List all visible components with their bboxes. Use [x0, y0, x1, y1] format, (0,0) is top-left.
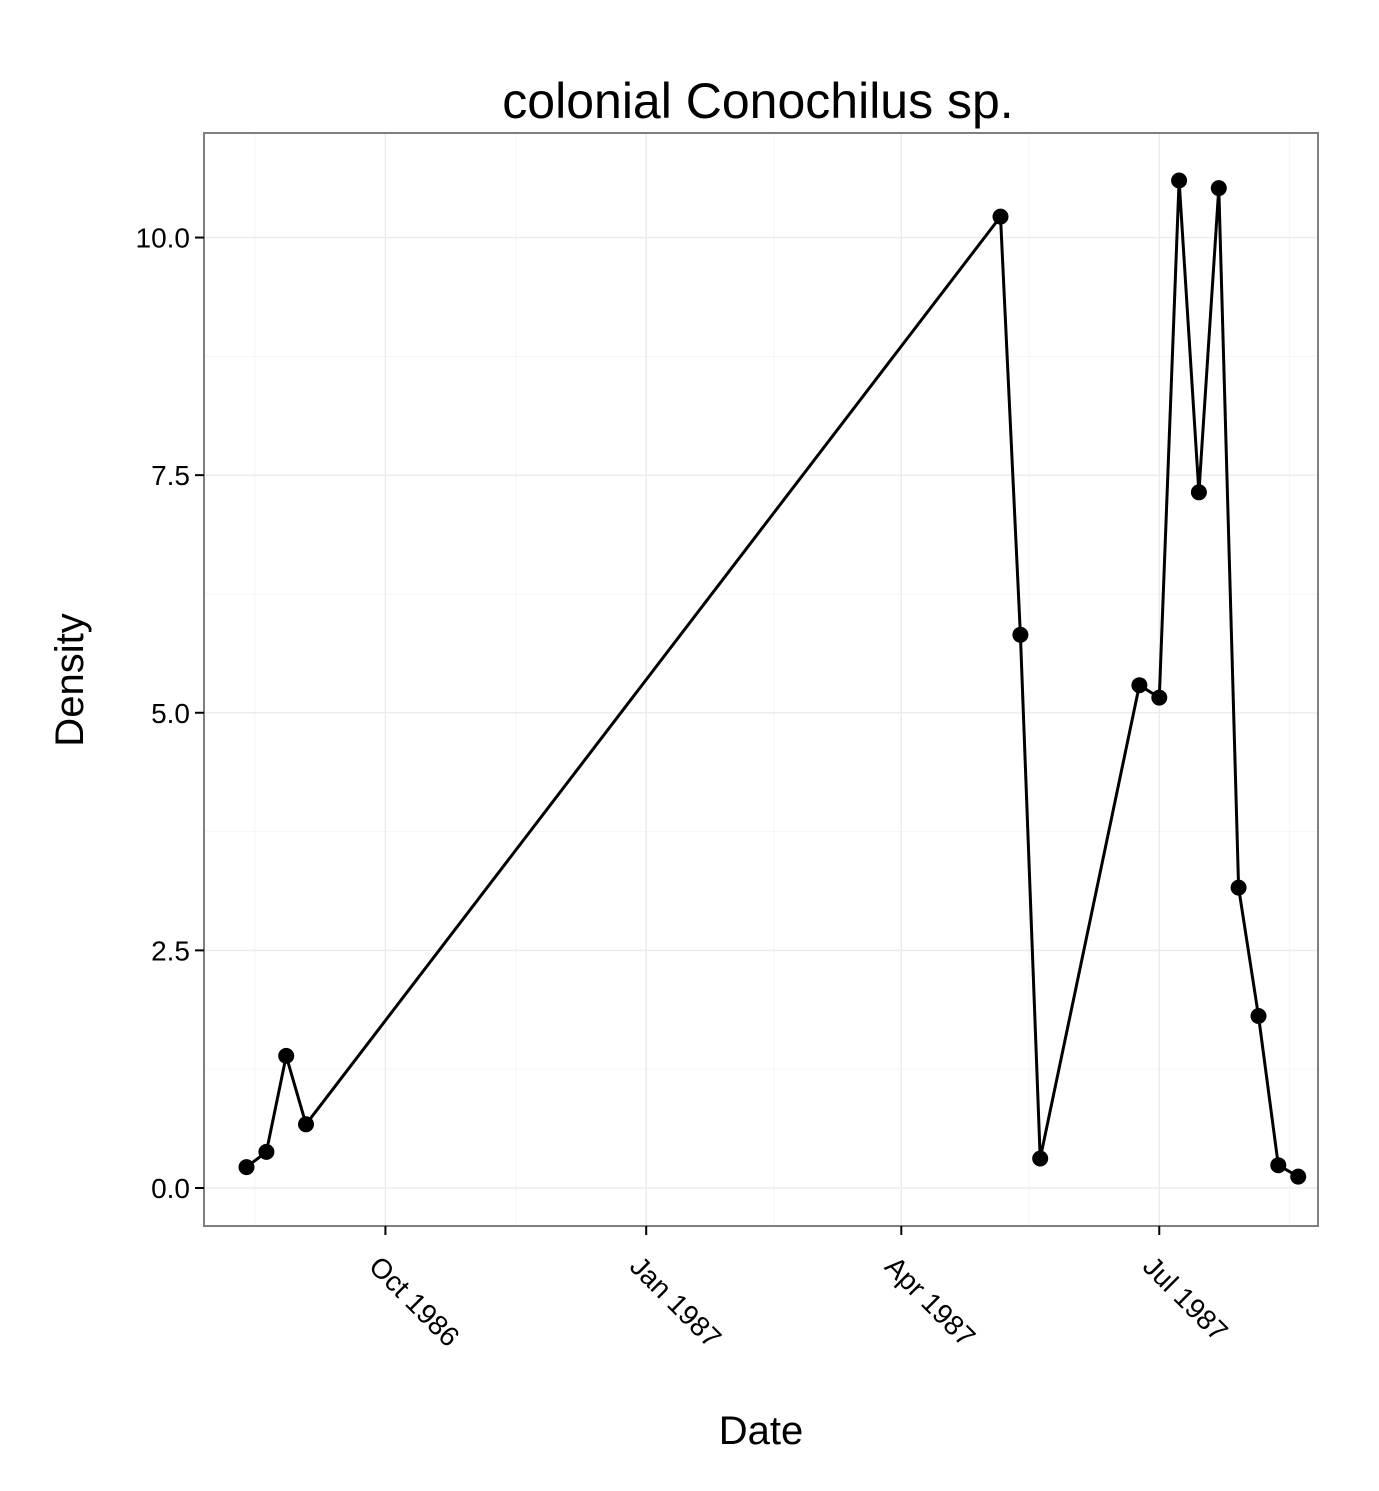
data-point [1151, 689, 1168, 706]
data-point [298, 1116, 314, 1133]
y-tick-label: 2.5 [151, 935, 190, 966]
y-tick-label: 10.0 [136, 223, 191, 254]
y-axis-title: Density [48, 613, 92, 746]
data-point [1131, 677, 1148, 694]
x-axis-title: Date [719, 1409, 804, 1453]
data-point [1230, 879, 1247, 896]
data-point [238, 1159, 255, 1176]
y-tick-label: 7.5 [151, 460, 190, 491]
axes: 0.0 2.5 5.0 7.5 10.0 Oct 1986 Jan 1987 Apr 1987… [136, 223, 1234, 1354]
data-point [278, 1047, 295, 1064]
x-tick-label: Jan 1987 [624, 1250, 727, 1353]
data-point [1210, 180, 1227, 197]
x-tick-label: Jul 1987 [1137, 1250, 1234, 1347]
data-point [1250, 1008, 1267, 1024]
y-tick-label: 5.0 [151, 698, 190, 729]
data-point [1290, 1168, 1307, 1185]
grid [204, 133, 1318, 1226]
data-point [1270, 1157, 1287, 1174]
data-point [258, 1143, 275, 1160]
series-layer [238, 172, 1307, 1185]
plot-panel-border [203, 132, 1319, 1227]
data-point [1190, 484, 1207, 501]
data-point [1032, 1150, 1049, 1167]
y-tick-label: 0.0 [151, 1173, 190, 1204]
data-point [1012, 626, 1029, 643]
data-point [1171, 172, 1188, 189]
chart-title: colonial Conochilus sp. [502, 73, 1013, 129]
series-line [245, 179, 1299, 1178]
x-tick-label: Oct 1986 [363, 1250, 465, 1352]
x-tick-label: Apr 1987 [879, 1250, 981, 1352]
data-point [992, 208, 1009, 225]
